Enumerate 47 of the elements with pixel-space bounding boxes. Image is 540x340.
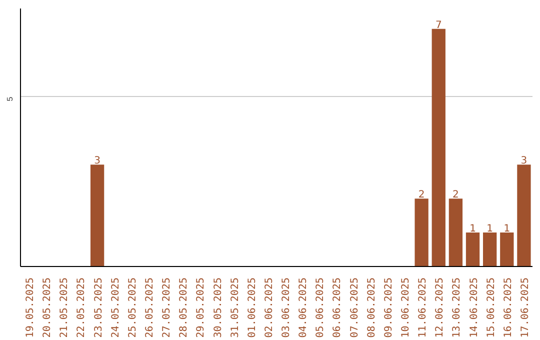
x-tick-label: 27.05.2025	[162, 277, 173, 338]
x-tick-label: 13.06.2025	[452, 277, 463, 338]
x-tick-label: 22.05.2025	[76, 277, 88, 338]
bar	[90, 164, 104, 266]
x-tick-label: 05.06.2025	[315, 277, 326, 338]
data-label: 2	[418, 190, 425, 201]
bar	[500, 232, 514, 266]
x-tick-label: 29.05.2025	[196, 277, 207, 338]
x-tick-label: 26.05.2025	[144, 277, 156, 338]
bar	[517, 164, 531, 266]
x-tick-label: 03.06.2025	[281, 277, 292, 338]
x-tick-label: 14.06.2025	[468, 277, 480, 338]
x-tick-label: 08.06.2025	[366, 277, 378, 338]
x-tick-label: 24.05.2025	[110, 277, 122, 338]
x-tick-label: 09.06.2025	[383, 277, 394, 338]
data-label: 7	[435, 20, 442, 31]
x-tick-label: 28.05.2025	[178, 277, 190, 338]
x-tick-label: 30.05.2025	[212, 277, 224, 338]
x-tick-label: 12.06.2025	[434, 277, 446, 338]
bar	[466, 232, 480, 266]
x-tick-label: 16.06.2025	[502, 277, 514, 338]
data-label: 1	[486, 224, 494, 235]
x-tick-label: 21.05.2025	[59, 277, 70, 338]
bar	[432, 28, 446, 266]
x-tick-label: 10.06.2025	[400, 277, 412, 338]
bar	[448, 198, 463, 266]
data-label: 1	[504, 224, 510, 235]
x-tick-label: 02.06.2025	[264, 277, 275, 338]
x-tick-label: 31.05.2025	[230, 277, 241, 338]
y-tick-label: 5	[6, 96, 14, 102]
x-tick-label: 20.05.2025	[42, 277, 54, 338]
x-tick-label: 15.06.2025	[486, 277, 497, 338]
x-tick-label: 07.06.2025	[349, 277, 360, 338]
x-tick-label: 19.05.2025	[25, 277, 36, 338]
bar	[483, 232, 497, 266]
x-tick-label: 11.06.2025	[418, 277, 429, 338]
bar	[414, 198, 428, 266]
x-tick-label: 23.05.2025	[93, 277, 104, 338]
x-tick-label: 01.06.2025	[246, 277, 258, 338]
x-tick-label: 17.06.2025	[520, 277, 531, 338]
x-tick-label: 06.06.2025	[332, 277, 344, 338]
data-label: 3	[94, 156, 100, 167]
x-tick-label: 25.05.2025	[127, 277, 138, 338]
x-tick-label: 04.06.2025	[298, 277, 310, 338]
data-label: 1	[470, 224, 476, 235]
data-label: 2	[452, 190, 459, 201]
data-label: 3	[520, 156, 528, 167]
